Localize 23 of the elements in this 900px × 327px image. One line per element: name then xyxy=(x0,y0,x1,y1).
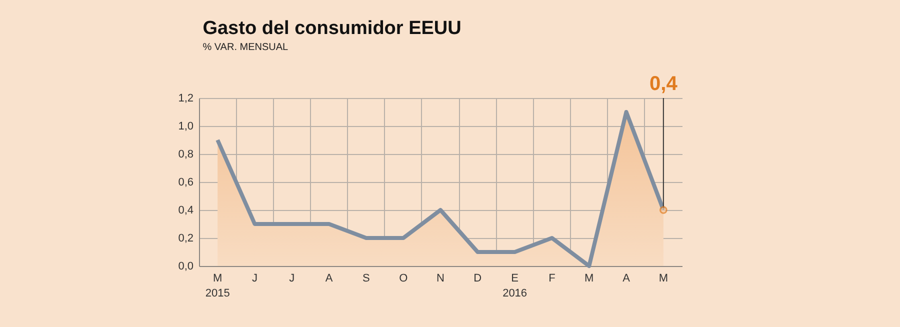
x-tick-label: J xyxy=(252,272,258,284)
x-tick-label: M xyxy=(584,272,594,284)
x-tick-label: S xyxy=(362,272,370,284)
chart-title: Gasto del consumidor EEUU xyxy=(202,18,462,39)
x-tick-label: A xyxy=(622,272,631,284)
y-tick-label: 0,4 xyxy=(178,204,194,216)
chart-subtitle: % VAR. MENSUAL xyxy=(202,42,289,53)
x-tick-label: M xyxy=(658,272,668,284)
x-tick-label: A xyxy=(325,272,334,284)
x-tick-label: D xyxy=(474,272,482,284)
data-label: 0,4 xyxy=(650,73,678,95)
y-tick-label: 1,2 xyxy=(178,92,194,104)
y-tick-label: 0,8 xyxy=(178,148,194,160)
x-tick-label: E 2016 xyxy=(502,272,528,300)
x-tick-label: M 2015 xyxy=(205,272,230,300)
y-tick-label: 1,0 xyxy=(178,120,194,132)
y-tick-label: 0,2 xyxy=(178,232,194,244)
y-tick-label: 0,0 xyxy=(178,260,194,272)
y-tick-label: 0,6 xyxy=(178,176,194,188)
x-tick-label: F xyxy=(548,272,556,284)
x-tick-label: N xyxy=(436,272,445,284)
x-tick-label: J xyxy=(289,272,295,284)
x-tick-label: O xyxy=(399,272,408,284)
